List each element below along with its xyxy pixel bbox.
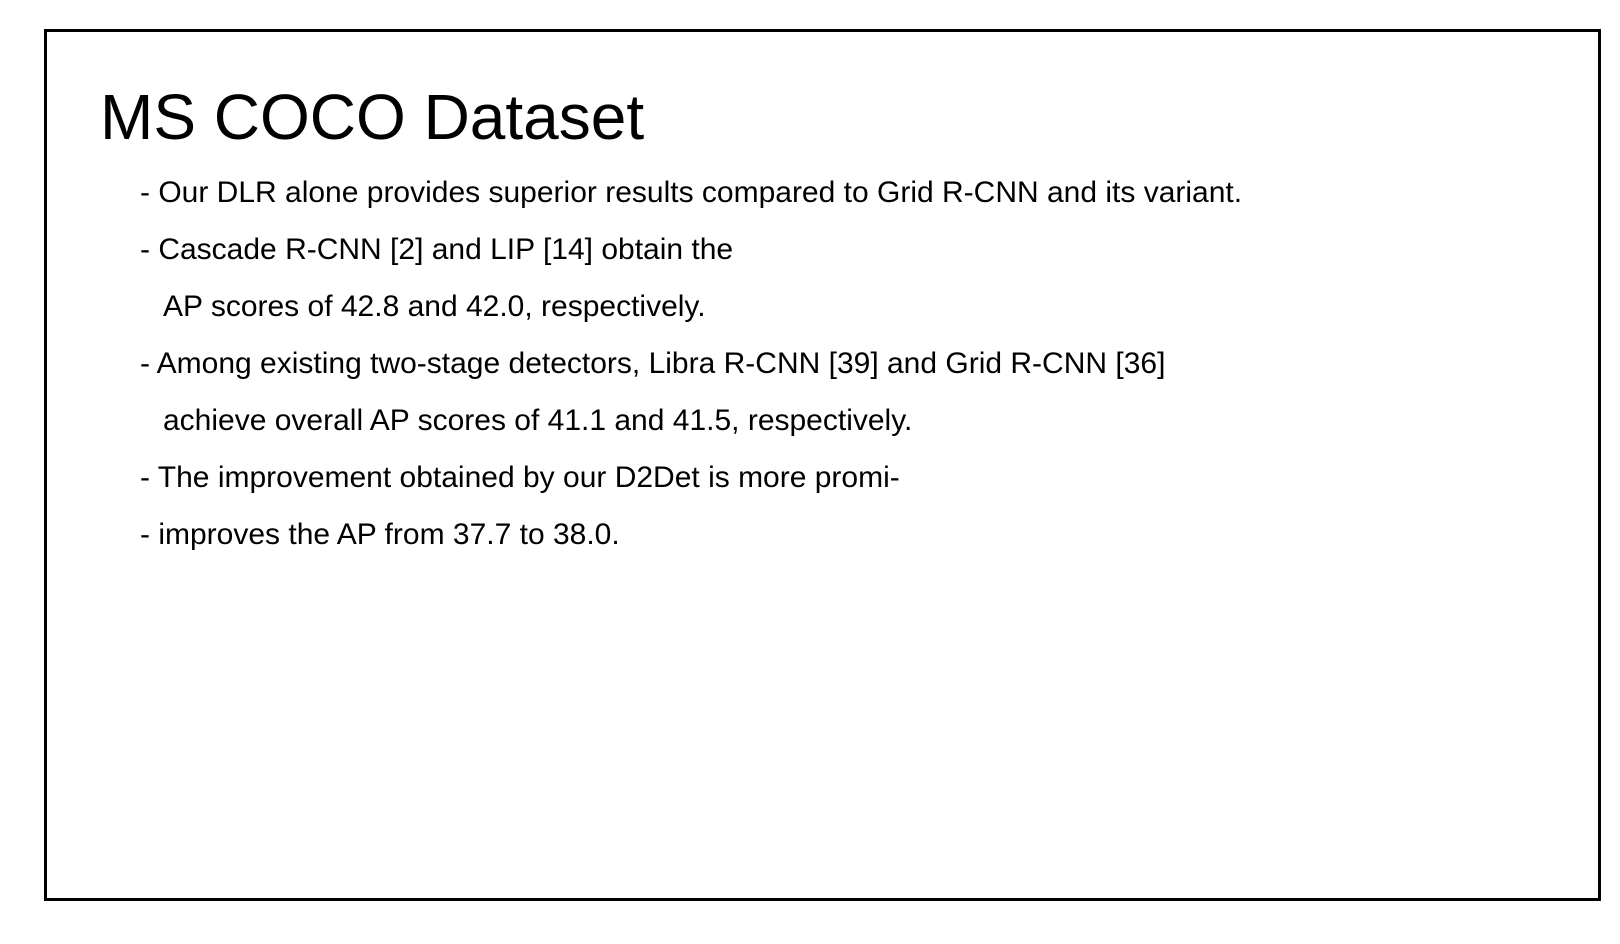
bullet-line-3: - Among existing two-stage detectors, Li… (140, 347, 1166, 380)
bullet-line-1: - Our DLR alone provides superior result… (140, 176, 1243, 209)
bullet-line-3-continuation: achieve overall AP scores of 41.1 and 41… (163, 404, 913, 437)
bullet-line-2-continuation: AP scores of 42.8 and 42.0, respectively… (163, 290, 706, 323)
bullet-line-5: - improves the AP from 37.7 to 38.0. (140, 518, 620, 551)
bullet-line-2: - Cascade R-CNN [2] and LIP [14] obtain … (140, 233, 734, 266)
slide-frame (44, 29, 1601, 901)
bullet-line-4: - The improvement obtained by our D2Det … (140, 461, 900, 494)
slide-title: MS COCO Dataset (100, 81, 645, 153)
